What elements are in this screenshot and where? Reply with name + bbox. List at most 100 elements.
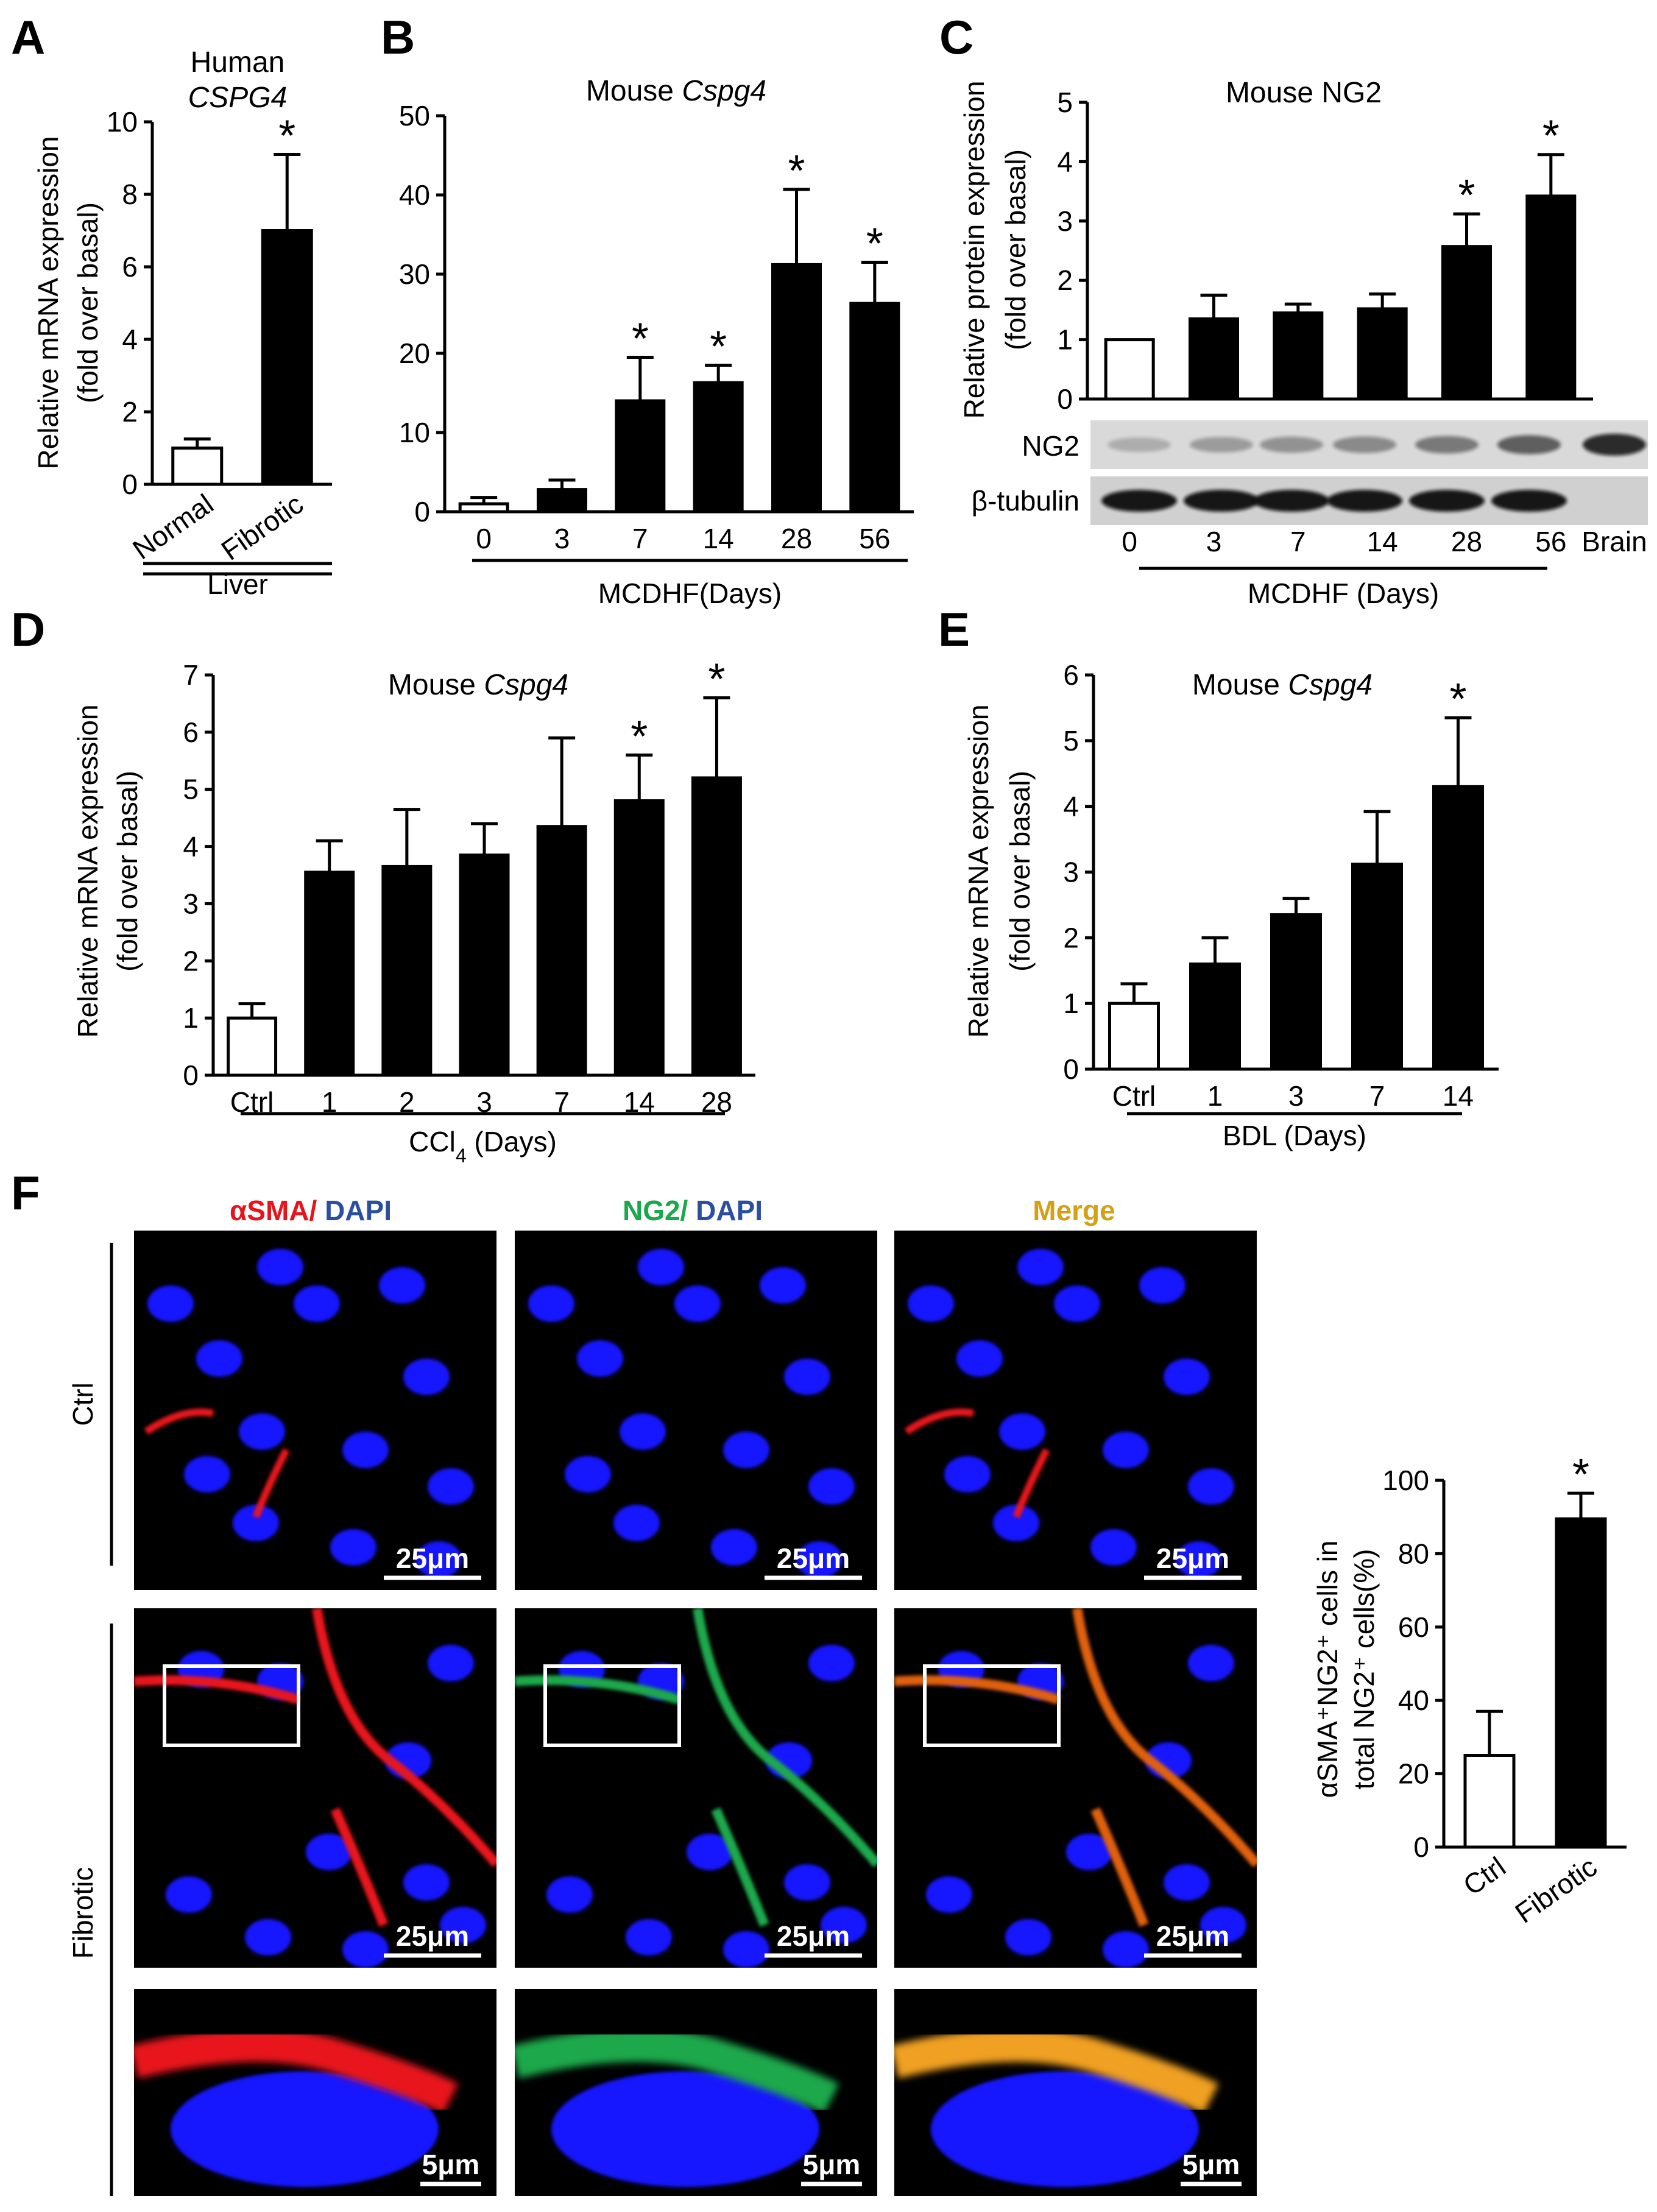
- bar: [1189, 317, 1239, 401]
- bar: [261, 229, 313, 486]
- significance-star: *: [710, 323, 727, 372]
- col-title-dapi-1: DAPI: [317, 1195, 392, 1226]
- y-tick-label: 6: [183, 716, 199, 748]
- scale-bar-label: 25μm: [777, 1920, 850, 1952]
- y-tick-label: 2: [183, 945, 199, 977]
- bar: [1357, 307, 1408, 401]
- y-tick-label: 4: [1057, 146, 1073, 177]
- micrograph-column-titles: αSMA/ DAPI NG2/ DAPI Merge: [230, 1195, 1115, 1226]
- x-axis-title-tail: (Days): [467, 1126, 557, 1157]
- bar: [1104, 338, 1155, 401]
- bar: [1555, 1517, 1607, 1849]
- nucleus: [428, 1645, 474, 1681]
- zoom-region-box: [923, 1664, 1061, 1747]
- y-axis-title-line2: (fold over basal): [1004, 771, 1036, 972]
- micrograph-ctrl-col3: 25μm: [894, 1231, 1257, 1590]
- y-axis-title: Relative protein expression: [958, 81, 990, 419]
- scale-bar-label: 5μm: [803, 2149, 861, 2180]
- chart-title-main: Mouse: [388, 669, 484, 701]
- nucleus: [415, 1541, 462, 1578]
- chart-title-gene: Cspg4: [682, 75, 766, 107]
- y-tick-label: 3: [1063, 857, 1079, 888]
- bar: [459, 853, 510, 1077]
- bar: [1351, 863, 1403, 1071]
- x-tick-label: 7: [632, 523, 648, 554]
- blot-band-tubulin: [1327, 490, 1402, 512]
- micrograph-content: [894, 1608, 1257, 1968]
- nucleus: [184, 1456, 230, 1493]
- bar: [1441, 245, 1492, 401]
- blot-band-ng2: [1260, 436, 1323, 453]
- blot-band-tubulin: [1491, 490, 1567, 512]
- x-tick-label: Fibrotic: [216, 488, 309, 567]
- row-label-fibrotic: Fibrotic: [67, 1867, 99, 1959]
- x-axis-title: Liver: [207, 568, 268, 600]
- bar: [613, 799, 665, 1077]
- fiber-signal: [894, 1608, 1257, 1927]
- y-tick-label: 2: [122, 396, 138, 428]
- y-tick-label: 100: [1382, 1465, 1429, 1496]
- blot-band-ng2: [1108, 437, 1171, 452]
- fiber-signal: [134, 2028, 459, 2114]
- micrograph-content: [144, 1249, 474, 1578]
- row-label-ctrl: Ctrl: [67, 1382, 99, 1426]
- panel-letter-a: A: [11, 10, 45, 64]
- y-axis-title-line2: (fold over basal): [111, 771, 143, 972]
- nucleus: [403, 1359, 450, 1395]
- nucleus: [808, 1468, 855, 1505]
- nucleus: [821, 1907, 867, 1943]
- y-tick-label: 40: [1398, 1684, 1429, 1716]
- significance-star: *: [632, 315, 649, 364]
- y-tick-label: 3: [1057, 205, 1073, 237]
- scale-bar-label: 5μm: [1182, 2149, 1240, 2180]
- significance-star: *: [708, 655, 725, 704]
- col-title-dapi-2: DAPI: [688, 1195, 763, 1226]
- y-tick-label: 1: [1063, 988, 1079, 1019]
- fiber-signal: [134, 1608, 496, 1927]
- chart-panel-f-quantification: 0 20 40 60 80 100 Ctrl * Fibrotic αSMA⁺NG2⁺ cells…: [1312, 1451, 1627, 1929]
- nucleus: [687, 1834, 733, 1870]
- y-tick-label: 8: [122, 178, 138, 210]
- chart-title: Mouse Cspg4: [388, 669, 568, 701]
- nucleus: [760, 1267, 806, 1304]
- nucleus: [1200, 1907, 1246, 1943]
- nucleus: [1139, 1267, 1185, 1304]
- nucleus: [1176, 1541, 1222, 1578]
- y-tick-label: 10: [107, 106, 138, 138]
- x-tick-label: Ctrl: [1112, 1080, 1156, 1112]
- x-axis-title-main: MCDHF (Days): [1248, 578, 1439, 609]
- blot-band-ng2: [1333, 436, 1396, 453]
- nucleus: [440, 1907, 486, 1943]
- nucleus: [944, 1456, 991, 1493]
- scale-bar-label: 25μm: [1156, 1920, 1229, 1952]
- nucleus: [1188, 1468, 1234, 1505]
- nucleus: [1017, 1249, 1064, 1285]
- y-axis-title: αSMA⁺NG2⁺ cells in: [1312, 1541, 1343, 1798]
- y-axis-title-line2: total NG2⁺ cells(%): [1348, 1549, 1380, 1790]
- significance-star: *: [278, 112, 295, 161]
- blot-band-ng2: [1415, 436, 1479, 454]
- zoom-region-box: [163, 1664, 300, 1747]
- micrograph-content: [528, 1249, 855, 1578]
- blot-row-label-ng2: NG2: [1022, 430, 1079, 462]
- bar: [691, 776, 742, 1077]
- nucleus: [233, 1505, 279, 1541]
- micrograph-background: [515, 1231, 877, 1590]
- col-title-sma: αSMA/ DAPI: [230, 1195, 392, 1226]
- micrograph-ctrl-col2: 25μm: [515, 1231, 877, 1590]
- x-tick-label: 56: [859, 523, 890, 554]
- x-tick-label: 14: [1443, 1080, 1474, 1112]
- blot-band-tubulin: [1184, 490, 1259, 512]
- x-axis-title: MCDHF(Days): [598, 578, 782, 609]
- chart-title-gene: CSPG4: [188, 82, 288, 114]
- x-axis-title: CCl4 (Days): [409, 1126, 557, 1167]
- nucleus: [808, 1645, 855, 1681]
- bar: [171, 447, 224, 486]
- significance-star: *: [1458, 171, 1475, 220]
- bar: [1273, 311, 1324, 401]
- fiber-signal: [515, 1608, 877, 1927]
- x-tick-label: 0: [476, 523, 492, 554]
- nucleus: [379, 1267, 425, 1304]
- y-tick-label: 10: [399, 417, 430, 448]
- nucleus: [306, 1834, 352, 1870]
